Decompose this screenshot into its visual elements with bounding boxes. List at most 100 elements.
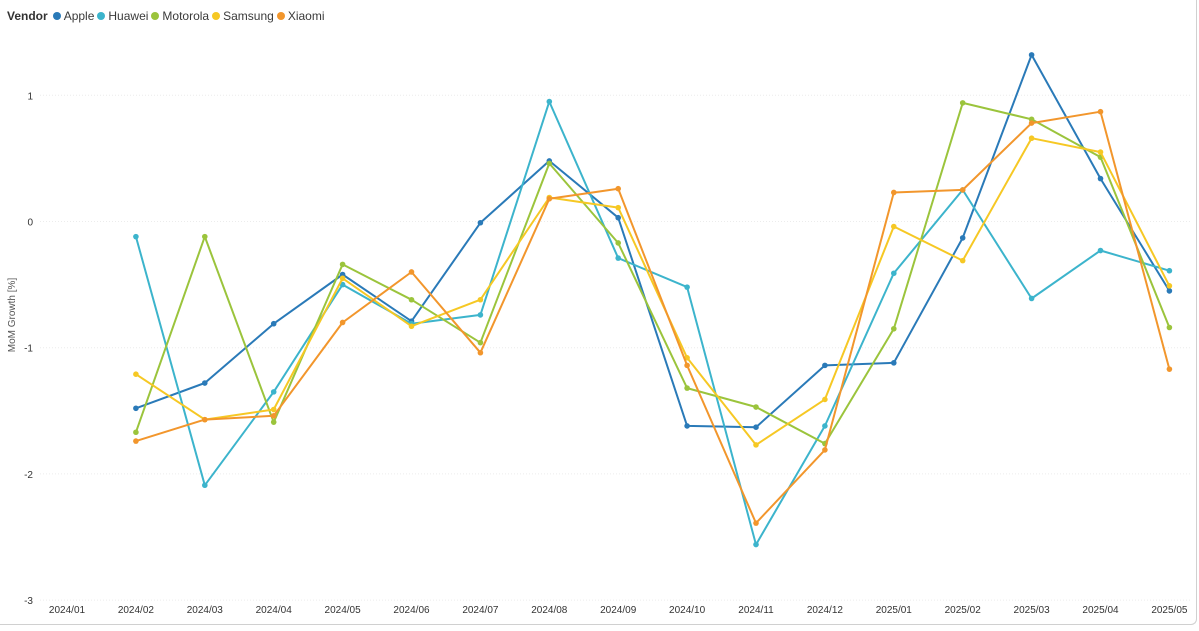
data-point-huawei[interactable] [1028,295,1035,302]
x-axis-ticks: 2024/01 2024/02 2024/03 2024/04 2024/05 2024/… [49,605,1188,616]
data-point-samsung[interactable] [1166,283,1173,289]
x-tick-label: 2024/03 [187,605,224,616]
legend-item-motorola[interactable]: Motorola [151,9,209,23]
data-point-xiaomi[interactable] [753,520,759,526]
y-tick-label: -3 [24,596,33,607]
data-point-xiaomi[interactable] [822,447,828,453]
data-point-huawei[interactable] [202,482,208,489]
data-point-apple[interactable] [1028,52,1035,58]
data-point-samsung[interactable] [753,442,759,448]
data-point-samsung[interactable] [959,257,966,264]
data-point-motorola[interactable] [408,296,415,303]
data-point-xiaomi[interactable] [477,349,484,356]
data-point-xiaomi[interactable] [959,187,966,193]
data-point-samsung[interactable] [1097,149,1104,155]
data-point-motorola[interactable] [684,385,690,391]
legend-dot-xiaomi [276,12,285,20]
data-point-apple[interactable] [270,320,277,327]
y-tick-label: -1 [24,344,33,355]
data-point-xiaomi[interactable] [891,189,897,196]
series-lines [133,52,1173,548]
legend-item-xiaomi[interactable]: Xiaomi [276,9,325,23]
data-point-motorola[interactable] [133,429,139,436]
data-point-samsung[interactable] [891,223,897,230]
data-point-apple[interactable] [891,360,897,366]
legend: Vendor Apple Huawei Motorola Samsung Xia… [7,9,328,23]
data-point-xiaomi[interactable] [684,362,690,369]
y-tick-label: 1 [27,91,33,102]
y-tick-label: -2 [24,470,33,481]
data-point-xiaomi[interactable] [546,195,553,202]
x-tick-label: 2025/05 [1151,605,1188,616]
gridlines [40,94,1190,601]
x-tick-label: 2025/02 [945,605,982,616]
data-point-huawei[interactable] [1097,247,1104,254]
data-point-apple[interactable] [202,380,208,386]
data-point-apple[interactable] [477,219,484,226]
data-point-apple[interactable] [822,362,828,369]
data-point-huawei[interactable] [477,312,484,318]
data-point-huawei[interactable] [546,98,553,105]
data-point-xiaomi[interactable] [339,319,346,326]
data-point-huawei[interactable] [270,389,277,395]
data-point-xiaomi[interactable] [133,438,139,444]
legend-title: Vendor [7,9,48,23]
x-tick-label: 2024/10 [669,605,706,616]
x-tick-label: 2024/07 [462,605,499,616]
data-point-apple[interactable] [133,405,139,412]
data-point-apple[interactable] [1097,175,1104,182]
data-point-samsung[interactable] [822,396,828,403]
data-point-motorola[interactable] [891,325,897,332]
data-point-motorola[interactable] [1166,324,1173,331]
data-point-huawei[interactable] [753,541,759,548]
data-point-apple[interactable] [753,424,759,431]
data-point-huawei[interactable] [133,233,139,240]
data-point-xiaomi[interactable] [1166,366,1173,372]
data-point-motorola[interactable] [477,339,484,346]
data-point-motorola[interactable] [270,419,277,425]
data-point-huawei[interactable] [1166,267,1173,274]
legend-item-apple[interactable]: Apple [52,9,94,23]
data-point-huawei[interactable] [615,255,621,261]
data-point-apple[interactable] [959,235,966,241]
series-apple [133,52,1173,431]
data-point-motorola[interactable] [546,160,553,167]
data-point-apple[interactable] [684,423,690,429]
x-tick-label: 2025/04 [1082,605,1119,616]
data-point-xiaomi[interactable] [615,185,621,192]
data-point-samsung[interactable] [270,406,277,413]
data-point-huawei[interactable] [339,281,346,288]
legend-label-motorola: Motorola [162,9,210,23]
y-axis-title: MoM Growth [%] [7,278,18,353]
data-point-huawei[interactable] [891,270,897,277]
legend-label-xiaomi: Xiaomi [287,9,325,23]
data-point-samsung[interactable] [1028,135,1035,142]
data-point-samsung[interactable] [339,275,346,282]
data-point-samsung[interactable] [477,296,484,303]
data-point-xiaomi[interactable] [1028,120,1035,126]
data-point-xiaomi[interactable] [1097,108,1104,115]
legend-dot-apple [52,12,61,20]
data-point-xiaomi[interactable] [408,269,415,275]
data-point-samsung[interactable] [408,323,415,330]
series-xiaomi [133,108,1173,526]
data-point-samsung[interactable] [133,371,139,378]
data-point-motorola[interactable] [753,404,759,410]
data-point-xiaomi[interactable] [202,416,208,423]
data-point-motorola[interactable] [615,240,621,246]
legend-dot-samsung [212,12,221,20]
x-tick-label: 2024/05 [325,605,362,616]
legend-item-samsung[interactable]: Samsung [212,9,274,23]
legend-item-huawei[interactable]: Huawei [97,9,148,23]
data-point-apple[interactable] [1166,288,1173,294]
data-point-samsung[interactable] [615,204,621,211]
data-point-motorola[interactable] [339,261,346,268]
data-point-apple[interactable] [615,214,621,221]
data-point-motorola[interactable] [959,100,966,106]
data-point-xiaomi[interactable] [270,413,277,419]
data-point-motorola[interactable] [202,233,208,240]
data-point-huawei[interactable] [822,423,828,429]
legend-label-huawei: Huawei [108,9,149,23]
data-point-huawei[interactable] [684,284,690,290]
